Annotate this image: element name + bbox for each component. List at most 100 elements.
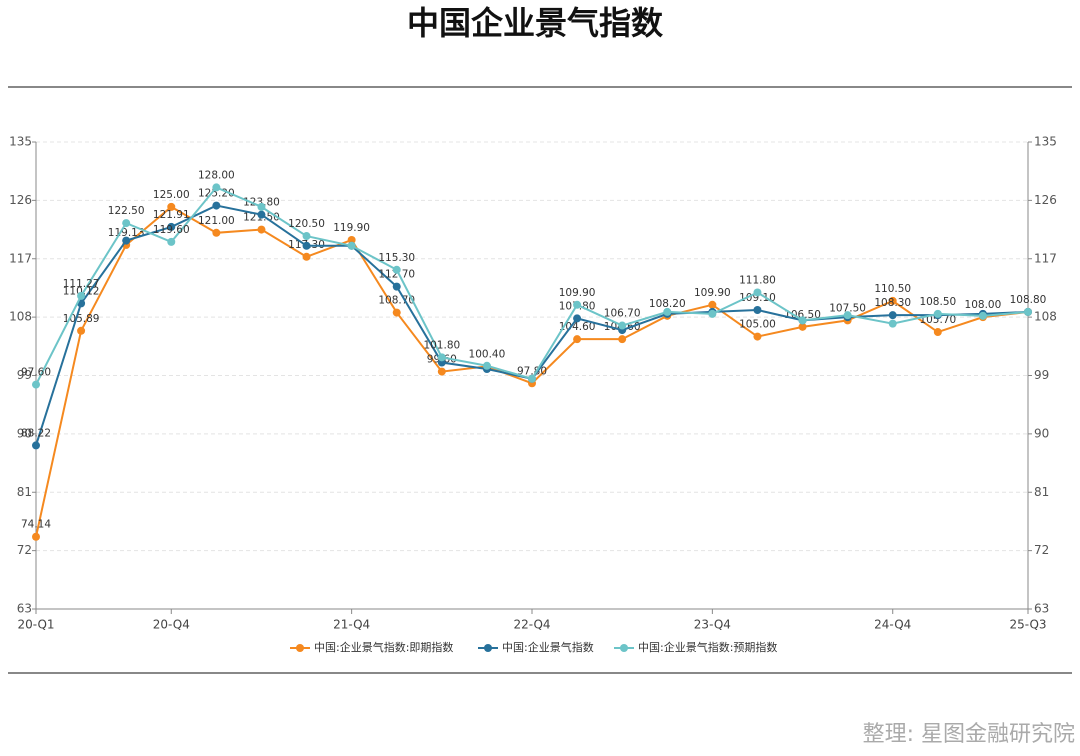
y2-tick-label: 135 [1034,135,1057,149]
y-tick-label: 99 [17,368,32,382]
data-label: 111.80 [739,274,776,286]
data-label: 109.90 [559,287,596,299]
y-tick-label: 81 [17,485,32,499]
data-point [573,314,582,323]
data-point [618,335,627,344]
data-point [347,241,356,250]
x-tick-label: 20-Q1 [17,618,54,632]
data-point [573,300,582,309]
data-point [257,210,266,219]
data-label: 106.70 [604,308,641,320]
data-point [167,237,176,246]
data-point [528,374,536,383]
data-point [888,319,897,328]
data-point [573,335,582,344]
data-point [618,321,627,330]
data-label: 108.20 [649,298,686,310]
legend-label: 中国:企业景气指数 [502,640,594,654]
data-point [392,265,401,274]
x-tick-label: 25-Q3 [1009,618,1046,632]
y2-tick-label: 72 [1034,543,1049,557]
y-tick-label: 135 [9,135,32,149]
data-point [392,282,401,291]
data-point [663,307,672,316]
data-point [77,291,86,300]
series-line [35,204,1029,446]
data-point [933,309,942,318]
data-label: 121.00 [198,215,235,227]
data-point [933,328,942,337]
legend-marker [296,644,304,652]
y-tick-label: 63 [17,602,32,616]
data-label: 107.50 [829,302,866,314]
x-tick-label: 21-Q4 [333,618,370,632]
data-label: 111.27 [63,278,100,290]
data-point [347,235,356,244]
data-label: 105.00 [739,319,776,331]
data-label: 100.40 [469,348,506,360]
data-label: 110.50 [874,283,911,295]
data-point [437,353,446,362]
data-point [482,361,491,370]
data-label: 74.14 [21,519,51,531]
data-label: 105.70 [919,314,956,326]
data-point [32,380,40,389]
data-label: 122.50 [108,205,145,217]
y-tick-label: 90 [17,426,32,440]
data-point [212,183,221,192]
data-label: 115.30 [378,252,415,264]
x-tick-label: 23-Q4 [694,618,731,632]
data-point [798,316,807,325]
data-point [257,202,266,211]
data-point [753,305,762,314]
y-tick-label: 117 [9,251,32,265]
data-point [302,252,311,261]
x-tick-label: 22-Q4 [513,618,550,632]
x-tick-label: 20-Q4 [153,618,190,632]
y2-tick-label: 108 [1034,310,1057,324]
data-point [753,288,762,297]
data-point [708,300,717,309]
data-label: 101.80 [423,339,460,351]
data-point [843,311,852,320]
data-point [437,367,446,376]
data-label: 120.50 [288,218,325,230]
data-point [257,225,266,234]
y2-tick-label: 117 [1034,251,1057,265]
y2-tick-label: 63 [1034,602,1049,616]
data-point [212,201,221,210]
y2-tick-label: 99 [1034,368,1049,382]
legend-label: 中国:企业景气指数:即期指数 [314,640,453,654]
data-point [32,532,40,541]
data-label: 125.00 [153,189,190,201]
data-point [122,219,131,228]
data-label: 123.80 [243,197,280,209]
data-point [1024,307,1032,316]
data-label: 108.30 [874,297,911,309]
data-point [32,441,40,450]
y2-tick-label: 126 [1034,193,1057,207]
data-point [888,296,897,305]
data-point [753,332,762,341]
data-label: 110.12 [63,285,100,297]
data-label: 112.70 [378,269,415,281]
y-tick-label: 126 [9,193,32,207]
chart-title: 中国企业景气指数 [407,4,664,42]
data-point [708,309,717,318]
y2-tick-label: 81 [1034,485,1049,499]
data-label: 97.60 [21,367,51,379]
source-note: 整理: 星图金融研究院 [863,722,1075,747]
data-label: 109.90 [694,287,731,299]
data-point [77,326,86,335]
data-label: 108.00 [965,299,1002,311]
data-label: 121.91 [153,209,190,221]
data-label: 108.80 [1010,294,1047,306]
x-tick-label: 24-Q4 [874,618,911,632]
legend-label: 中国:企业景气指数:预期指数 [638,640,777,654]
data-point [302,232,311,241]
legend-marker [620,644,628,652]
data-point [122,236,131,245]
data-point [392,308,401,317]
